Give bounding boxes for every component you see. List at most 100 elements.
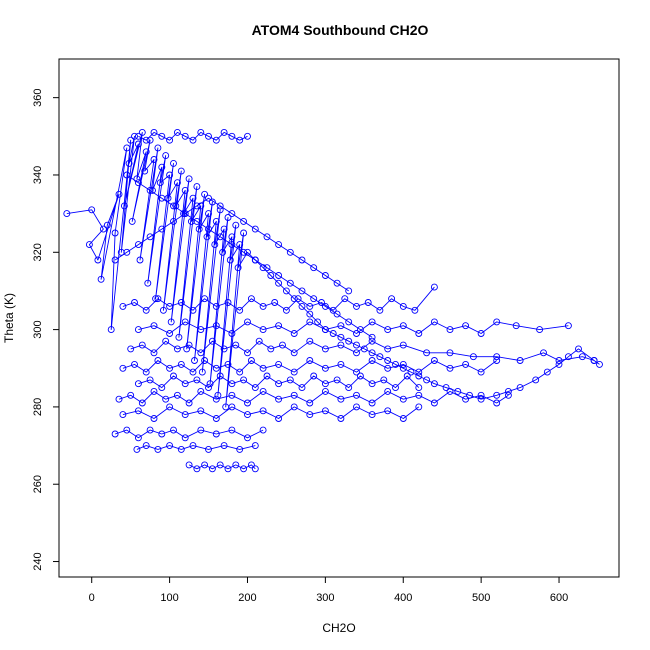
data-point (454, 387, 462, 395)
data-point (575, 345, 582, 353)
data-point (205, 225, 212, 233)
data-point (216, 202, 224, 210)
data-point (294, 295, 302, 303)
data-point (290, 403, 298, 411)
data-point (120, 202, 128, 210)
data-point (134, 326, 142, 334)
data-point (259, 407, 267, 415)
y-tick-label: 240 (32, 552, 44, 570)
data-point (170, 217, 177, 225)
data-point (290, 330, 298, 337)
data-point (228, 233, 236, 241)
data-point (399, 322, 407, 330)
data-point (162, 337, 170, 345)
data-point (244, 318, 251, 326)
data-point (430, 399, 438, 407)
data-point (368, 411, 376, 419)
data-point (240, 248, 248, 256)
data-point (368, 399, 376, 407)
data-point (411, 306, 419, 314)
data-point (177, 445, 185, 453)
data-point (399, 302, 407, 310)
data-point (345, 337, 353, 345)
data-point (244, 349, 251, 357)
data-point (516, 357, 524, 364)
data-point (446, 364, 454, 372)
series-line-10 (138, 375, 420, 389)
data-point (306, 399, 314, 407)
data-point (111, 256, 119, 264)
data-point (228, 210, 236, 218)
series-line-8 (138, 321, 569, 334)
data-point (212, 430, 220, 438)
data-point (208, 465, 216, 473)
data-point (117, 248, 125, 256)
data-point (564, 353, 572, 361)
data-point (224, 299, 232, 306)
data-point (228, 241, 236, 249)
data-point (228, 132, 236, 140)
data-point (170, 202, 177, 210)
data-point (177, 167, 185, 175)
data-point (214, 391, 222, 399)
data-point (138, 399, 146, 407)
data-point (134, 179, 142, 187)
data-point (356, 326, 364, 334)
x-tick-label: 200 (238, 592, 256, 604)
data-point (99, 225, 107, 233)
data-point (185, 175, 193, 183)
data-point (189, 136, 197, 144)
data-point (263, 264, 271, 272)
data-point (298, 302, 306, 310)
data-point (337, 341, 345, 349)
data-point (166, 364, 174, 372)
data-point (353, 330, 360, 337)
x-axis-label: CH2O (322, 621, 355, 635)
data-point (212, 364, 220, 372)
data-point (504, 387, 512, 395)
data-point (228, 403, 236, 411)
data-point (201, 461, 209, 469)
data-point (318, 299, 325, 306)
data-point (493, 391, 501, 399)
data-point (181, 411, 189, 419)
data-point (197, 349, 205, 357)
data-point (259, 264, 267, 272)
data-point (142, 442, 150, 450)
data-point (166, 171, 174, 179)
data-point (466, 391, 473, 399)
data-point (251, 442, 259, 450)
data-point (236, 368, 244, 376)
data-point (236, 445, 244, 453)
data-point (353, 391, 360, 399)
series-line-14 (126, 174, 373, 338)
data-point (220, 128, 228, 136)
data-point (197, 407, 205, 415)
data-point (212, 322, 220, 330)
data-point (159, 306, 167, 314)
data-point (154, 144, 162, 152)
data-point (142, 368, 150, 376)
data-point (321, 380, 329, 388)
data-point (205, 384, 212, 392)
data-point (337, 322, 345, 330)
data-point (144, 279, 152, 287)
series-line-13 (122, 286, 435, 311)
data-point (167, 318, 175, 326)
data-point (259, 302, 267, 310)
data-point (364, 299, 372, 306)
data-point (205, 210, 212, 218)
y-tick-label: 340 (32, 166, 44, 184)
data-point (236, 241, 244, 249)
data-points (63, 128, 603, 473)
data-point (197, 326, 205, 334)
data-point (173, 345, 181, 353)
data-point (345, 287, 353, 295)
data-point (134, 241, 142, 249)
chart-title: ATOM4 Southbound CH2O (252, 22, 429, 38)
data-point (399, 395, 407, 403)
data-point (203, 233, 211, 241)
data-point (532, 376, 540, 384)
data-point (150, 415, 158, 422)
data-point (493, 357, 501, 364)
